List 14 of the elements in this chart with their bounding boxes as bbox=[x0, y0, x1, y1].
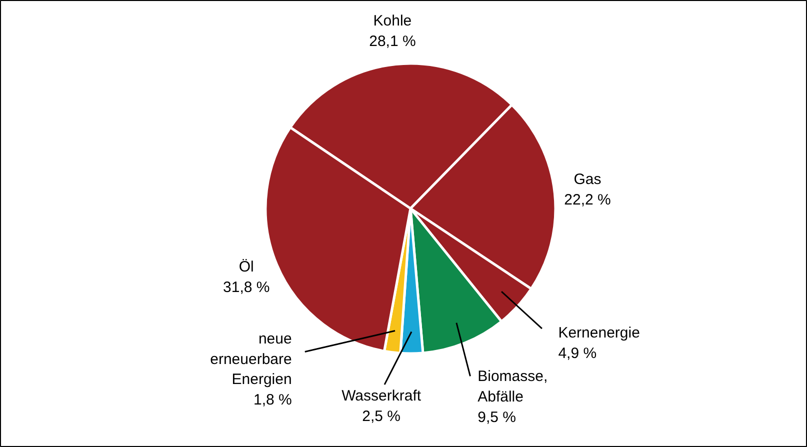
slice-label: Biomasse, Abfälle bbox=[478, 368, 548, 406]
data-label: 1,8 % bbox=[253, 392, 292, 409]
slice-label: Kohle bbox=[373, 12, 412, 30]
data-label: 28,1 % bbox=[369, 33, 416, 50]
data-label: 31,8 % bbox=[223, 279, 270, 296]
data-label: 2,5 % bbox=[362, 408, 400, 426]
data-label: 22,2 % bbox=[564, 192, 611, 209]
slice-label: Wasserkraft bbox=[342, 388, 422, 405]
slice-label: Kernenergie bbox=[558, 324, 640, 342]
slice-label: neue erneuerbare Energien bbox=[210, 330, 292, 388]
slice-label: Gas bbox=[574, 171, 602, 188]
data-label: 4,9 % bbox=[558, 345, 597, 362]
data-label: 9,5 % bbox=[478, 408, 516, 426]
slice-label: Öl bbox=[238, 258, 254, 276]
